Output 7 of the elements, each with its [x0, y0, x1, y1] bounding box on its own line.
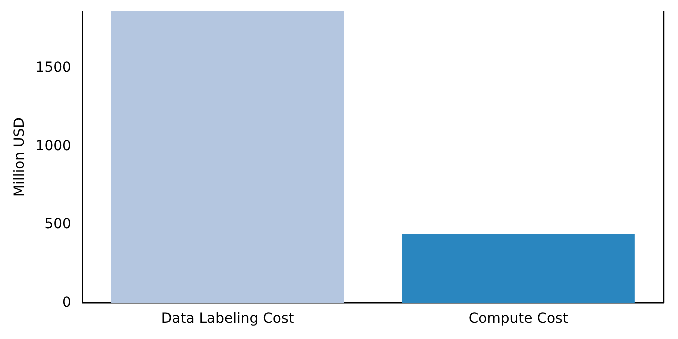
y-tick-label: 1500	[36, 60, 72, 76]
y-tick-label: 1000	[36, 138, 72, 154]
y-tick-label: 500	[44, 216, 72, 233]
x-tick-label: Data Labeling Cost	[161, 311, 295, 328]
y-axis-title: Million USD	[12, 118, 28, 198]
y-tick-label: 0	[62, 294, 72, 311]
x-tick-label: Compute Cost	[468, 311, 569, 328]
